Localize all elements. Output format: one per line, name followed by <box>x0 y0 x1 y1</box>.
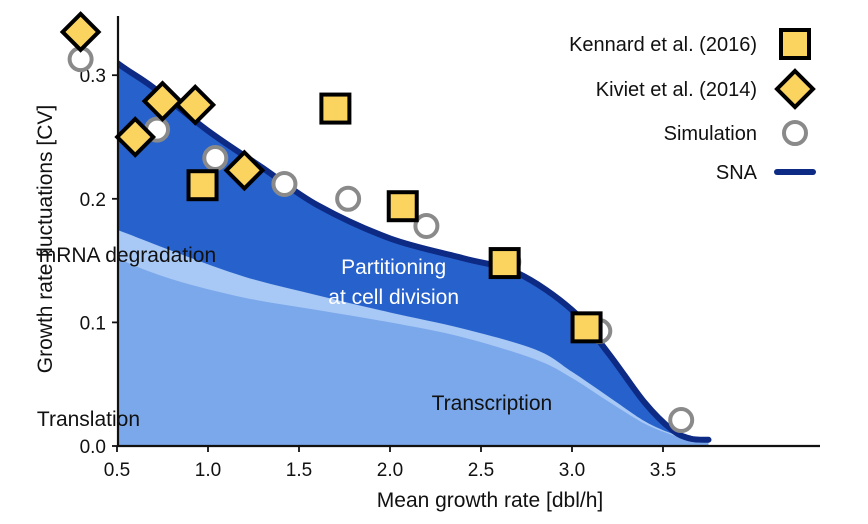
point-diamond <box>114 116 157 158</box>
point-circle <box>335 185 362 212</box>
x-axis-ticks: 0.5 1.0 1.5 2.0 2.5 3.0 3.5 <box>104 446 676 481</box>
legend-marker-circle <box>782 120 808 146</box>
y-axis-title: Growth rate fluctuations [CV] <box>34 105 57 373</box>
x-tick-label: 1.5 <box>286 460 312 481</box>
legend-label: SNA <box>716 162 758 184</box>
area-label: Partitioning <box>341 256 446 279</box>
legend-label: Simulation <box>664 123 757 145</box>
x-tick-label: 2.5 <box>468 460 494 481</box>
point-circle <box>668 407 695 434</box>
stacked-areas <box>118 63 709 446</box>
sna-line <box>118 59 712 443</box>
point-diamond <box>59 11 102 53</box>
sna-curve <box>118 59 712 443</box>
area-label: at cell division <box>328 286 459 309</box>
x-tick-label: 1.0 <box>195 460 221 481</box>
point-square <box>488 247 521 280</box>
legend-label: Kennard et al. (2016) <box>569 34 757 56</box>
y-axis-ticks: 0.0 0.1 0.2 0.3 <box>80 66 118 458</box>
x-axis-title: Mean growth rate [dbl/h] <box>377 489 603 512</box>
point-diamond <box>223 149 266 192</box>
y-tick-label: 0.0 <box>80 437 106 458</box>
area-label: mRNA degradation <box>39 244 216 267</box>
point-square <box>186 169 219 202</box>
area-label: Translation <box>37 408 140 431</box>
legend-marker-square <box>779 28 811 60</box>
y-tick-label: 0.1 <box>80 313 106 334</box>
axes <box>116 16 820 448</box>
area-3 <box>118 258 709 446</box>
y-tick-label: 0.2 <box>80 190 106 211</box>
legend: Kennard et al. (2016) Kiviet et al. (2014… <box>569 28 816 184</box>
x-tick-label: 2.0 <box>377 460 403 481</box>
point-square <box>570 311 603 344</box>
y-tick-label: 0.3 <box>80 66 106 87</box>
point-square <box>386 190 419 223</box>
point-diamond <box>174 84 217 126</box>
point-square <box>319 92 352 125</box>
area-label: Transcription <box>432 392 553 415</box>
point-diamond <box>141 80 184 122</box>
x-tick-label: 3.0 <box>559 460 585 481</box>
legend-label: Kiviet et al. (2014) <box>596 79 757 101</box>
point-circle <box>202 145 229 172</box>
data-points <box>59 11 695 434</box>
point-circle <box>271 170 298 197</box>
x-tick-label: 3.5 <box>650 460 676 481</box>
area-labels: mRNA degradation Partitioning at cell divi… <box>37 244 552 431</box>
legend-marker-diamond <box>774 68 816 110</box>
point-circle <box>413 212 440 239</box>
x-tick-label: 0.5 <box>104 460 130 481</box>
